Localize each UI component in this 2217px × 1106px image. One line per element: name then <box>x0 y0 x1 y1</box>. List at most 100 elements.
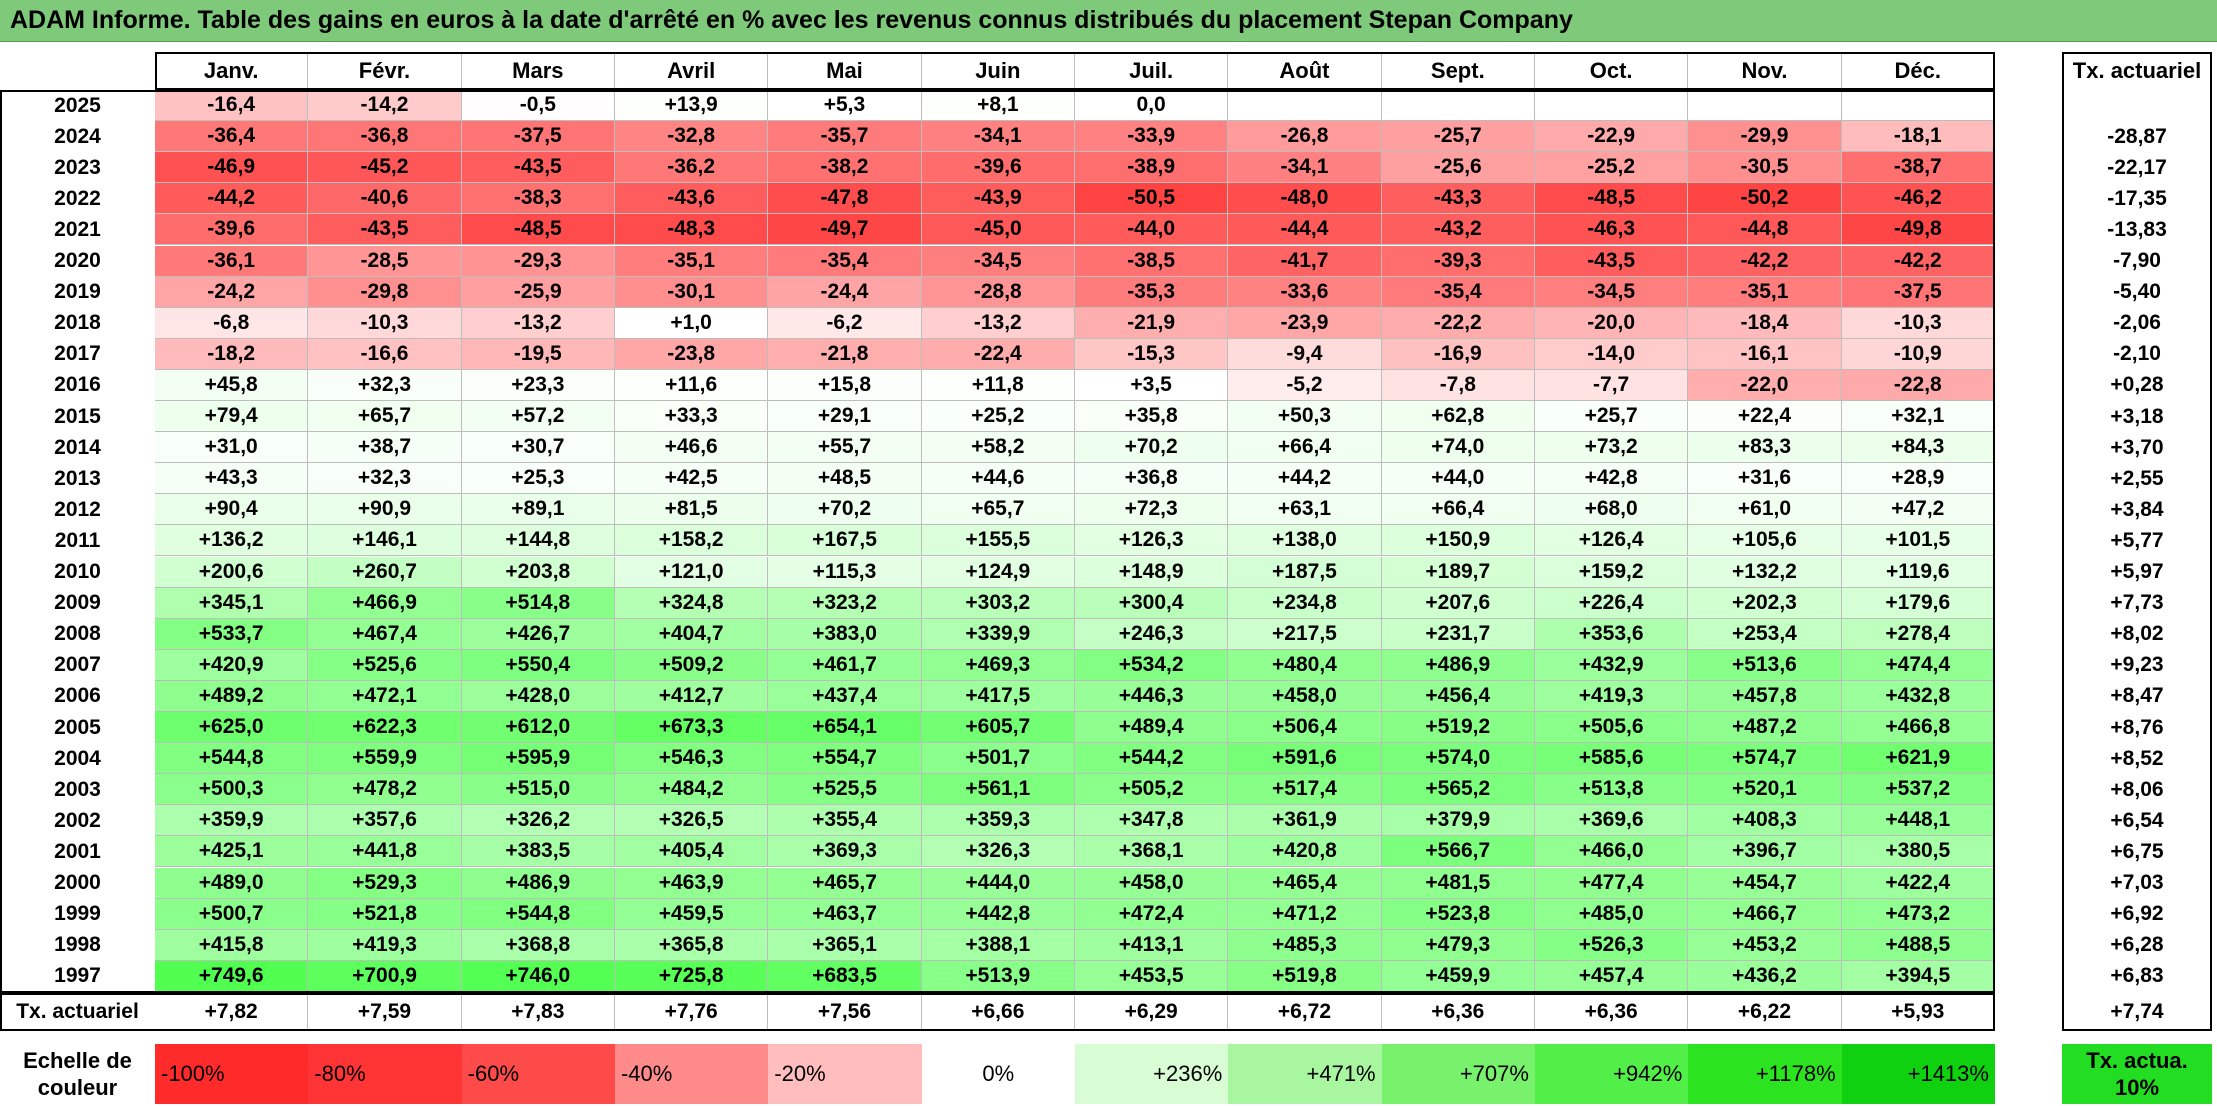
heatmap-cell <box>1534 90 1689 122</box>
heatmap-cell: +48,5 <box>768 463 922 495</box>
heatmap-cell: -24,4 <box>768 276 922 308</box>
heatmap-cell: +591,6 <box>1228 743 1382 775</box>
row-rate-value: -2,06 <box>2113 311 2161 335</box>
column-header: Juin <box>921 52 1075 90</box>
heatmap-cell: -28,8 <box>921 276 1075 308</box>
heatmap-cell: -43,9 <box>921 183 1075 215</box>
heatmap-cell: +36,8 <box>1074 463 1229 495</box>
heatmap-cell: +725,8 <box>614 960 769 992</box>
heatmap-cell: +513,6 <box>1688 649 1842 681</box>
heatmap-cell: -43,5 <box>308 214 462 246</box>
heatmap-cell: +465,4 <box>1228 867 1382 899</box>
heatmap-cell: -18,2 <box>155 338 309 370</box>
heatmap-cell: +396,7 <box>1688 836 1842 868</box>
column-header: Nov. <box>1688 52 1842 90</box>
heatmap-cell: +217,5 <box>1228 618 1382 650</box>
heatmap-cell: +417,5 <box>921 680 1075 712</box>
heatmap-cell: +380,5 <box>1841 836 1995 868</box>
heatmap-cell: +138,0 <box>1228 525 1382 557</box>
heatmap-cell: -24,2 <box>155 276 309 308</box>
heatmap-cell: -18,1 <box>1841 121 1995 153</box>
row-rate-value: +2,55 <box>2110 466 2164 490</box>
heatmap-cell: +457,4 <box>1534 960 1689 992</box>
column-header: Sept. <box>1381 52 1535 90</box>
heatmap-cell: -22,8 <box>1841 369 1995 401</box>
row-rate-value: +3,70 <box>2110 435 2164 459</box>
heatmap-cell: -48,0 <box>1228 183 1382 215</box>
heatmap-cell: +459,5 <box>614 898 769 930</box>
heatmap-cell: +132,2 <box>1688 556 1842 588</box>
row-rate-value: +6,28 <box>2110 933 2164 957</box>
heatmap-cell: -22,4 <box>921 338 1075 370</box>
heatmap-cell: +79,4 <box>155 401 309 433</box>
heatmap-cell: +90,9 <box>308 494 462 526</box>
column-header: Mai <box>768 52 922 90</box>
heatmap-cell: +472,4 <box>1074 898 1229 930</box>
heatmap-cell: -48,3 <box>614 214 769 246</box>
heatmap-cell: -35,1 <box>1688 276 1842 308</box>
heatmap-cell: +345,1 <box>155 587 309 619</box>
row-year-label: 2010 <box>54 560 101 584</box>
heatmap-cell: +90,4 <box>155 494 309 526</box>
heatmap-cell: -15,3 <box>1074 338 1229 370</box>
heatmap-cell: +202,3 <box>1688 587 1842 619</box>
heatmap-cell: -48,5 <box>461 214 615 246</box>
heatmap-cell: -26,8 <box>1228 121 1382 153</box>
row-year-label: 2019 <box>54 280 101 304</box>
row-year-label: 2012 <box>54 497 101 521</box>
heatmap-cell: +388,1 <box>921 929 1075 961</box>
heatmap-cell: -36,8 <box>308 121 462 153</box>
heatmap-cell: +58,2 <box>921 432 1075 464</box>
heatmap-cell: +44,0 <box>1381 463 1535 495</box>
column-header: Déc. <box>1841 52 1995 90</box>
heatmap-cell: +612,0 <box>461 712 615 744</box>
heatmap-cell: +550,4 <box>461 649 615 681</box>
row-rate-value: -5,40 <box>2113 280 2161 304</box>
heatmap-cell: -38,7 <box>1841 152 1995 184</box>
heatmap-cell: +544,8 <box>155 743 309 775</box>
heatmap-cell: +654,1 <box>768 712 922 744</box>
heatmap-cell: +463,9 <box>614 867 769 899</box>
heatmap-cell <box>1381 90 1535 122</box>
heatmap-cell: +30,7 <box>461 432 615 464</box>
heatmap-cell: +146,1 <box>308 525 462 557</box>
heatmap-cell: +353,6 <box>1534 618 1689 650</box>
title-bar: ADAM Informe. Table des gains en euros à… <box>0 0 2217 42</box>
heatmap-cell: -7,7 <box>1534 369 1689 401</box>
heatmap-cell: +595,9 <box>461 743 615 775</box>
heatmap-cell: +13,9 <box>614 90 769 122</box>
heatmap-cell: +47,2 <box>1841 494 1995 526</box>
heatmap-cell: -13,2 <box>461 307 615 339</box>
heatmap-cell: +150,9 <box>1381 525 1535 557</box>
heatmap-cell: -16,4 <box>155 90 309 122</box>
heatmap-cell <box>1228 90 1382 122</box>
heatmap-cell: -25,9 <box>461 276 615 308</box>
heatmap-cell: +62,8 <box>1381 401 1535 433</box>
legend-swatch: +236% <box>1074 1044 1229 1104</box>
heatmap-cell: +203,8 <box>461 556 615 588</box>
heatmap-cell: +32,3 <box>308 463 462 495</box>
heatmap-cell: +43,3 <box>155 463 309 495</box>
footer-total-rate: +7,74 <box>2110 1000 2164 1023</box>
heatmap-cell: +432,8 <box>1841 680 1995 712</box>
heatmap-cell: +453,5 <box>1074 960 1229 992</box>
heatmap-cell: +70,2 <box>1074 432 1229 464</box>
heatmap-cell: -37,5 <box>461 121 615 153</box>
heatmap-cell: +537,2 <box>1841 774 1995 806</box>
heatmap-cell: -25,7 <box>1381 121 1535 153</box>
heatmap-cell: -32,8 <box>614 121 769 153</box>
heatmap-cell: -14,0 <box>1534 338 1689 370</box>
heatmap-cell: +469,3 <box>921 649 1075 681</box>
column-header: Août <box>1228 52 1382 90</box>
heatmap-cell: -48,5 <box>1534 183 1689 215</box>
heatmap-cell: +207,6 <box>1381 587 1535 619</box>
legend-swatch: +707% <box>1381 1044 1535 1104</box>
heatmap-cell: +519,8 <box>1228 960 1382 992</box>
heatmap-cell: +25,3 <box>461 463 615 495</box>
legend-swatch: 0% <box>921 1044 1075 1104</box>
row-rate-value: -2,10 <box>2113 342 2161 366</box>
heatmap-cell: +81,5 <box>614 494 769 526</box>
heatmap-cell: +300,4 <box>1074 587 1229 619</box>
row-year-label: 2013 <box>54 466 101 490</box>
heatmap-cell: +428,0 <box>461 680 615 712</box>
